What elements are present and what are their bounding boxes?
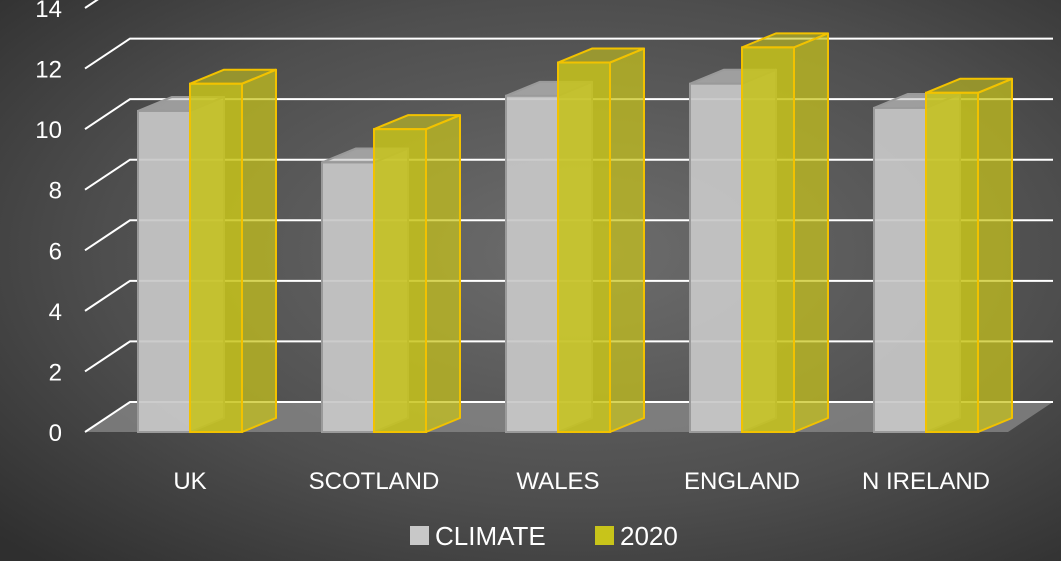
legend-swatch-climate xyxy=(410,526,429,545)
x-tick-label: WALES xyxy=(516,468,599,495)
bar-2020-1 xyxy=(373,114,461,433)
y-tick-label: 0 xyxy=(49,420,62,447)
x-tick-label: UK xyxy=(173,468,206,495)
y-tick-label: 8 xyxy=(49,178,62,205)
x-tick-label: N IRELAND xyxy=(862,468,990,495)
gridline xyxy=(84,37,1053,70)
legend-swatch-2020 xyxy=(595,526,614,545)
bar-2020-2 xyxy=(557,47,645,434)
y-tick-label: 12 xyxy=(35,57,62,84)
bar-2020-3 xyxy=(741,32,829,433)
legend-label-2020: 2020 xyxy=(620,521,678,551)
bar-2020-0 xyxy=(189,68,277,433)
x-tick-label: ENGLAND xyxy=(684,468,800,495)
y-tick-label: 10 xyxy=(35,117,62,144)
y-tick-label: 14 xyxy=(35,0,62,23)
legend-label-climate: CLIMATE xyxy=(435,521,546,551)
y-tick-label: 4 xyxy=(49,299,62,326)
y-tick-label: 6 xyxy=(49,238,62,265)
x-tick-label: SCOTLAND xyxy=(309,468,440,495)
y-tick-label: 2 xyxy=(49,359,62,386)
bar-2020-4 xyxy=(925,77,1013,434)
